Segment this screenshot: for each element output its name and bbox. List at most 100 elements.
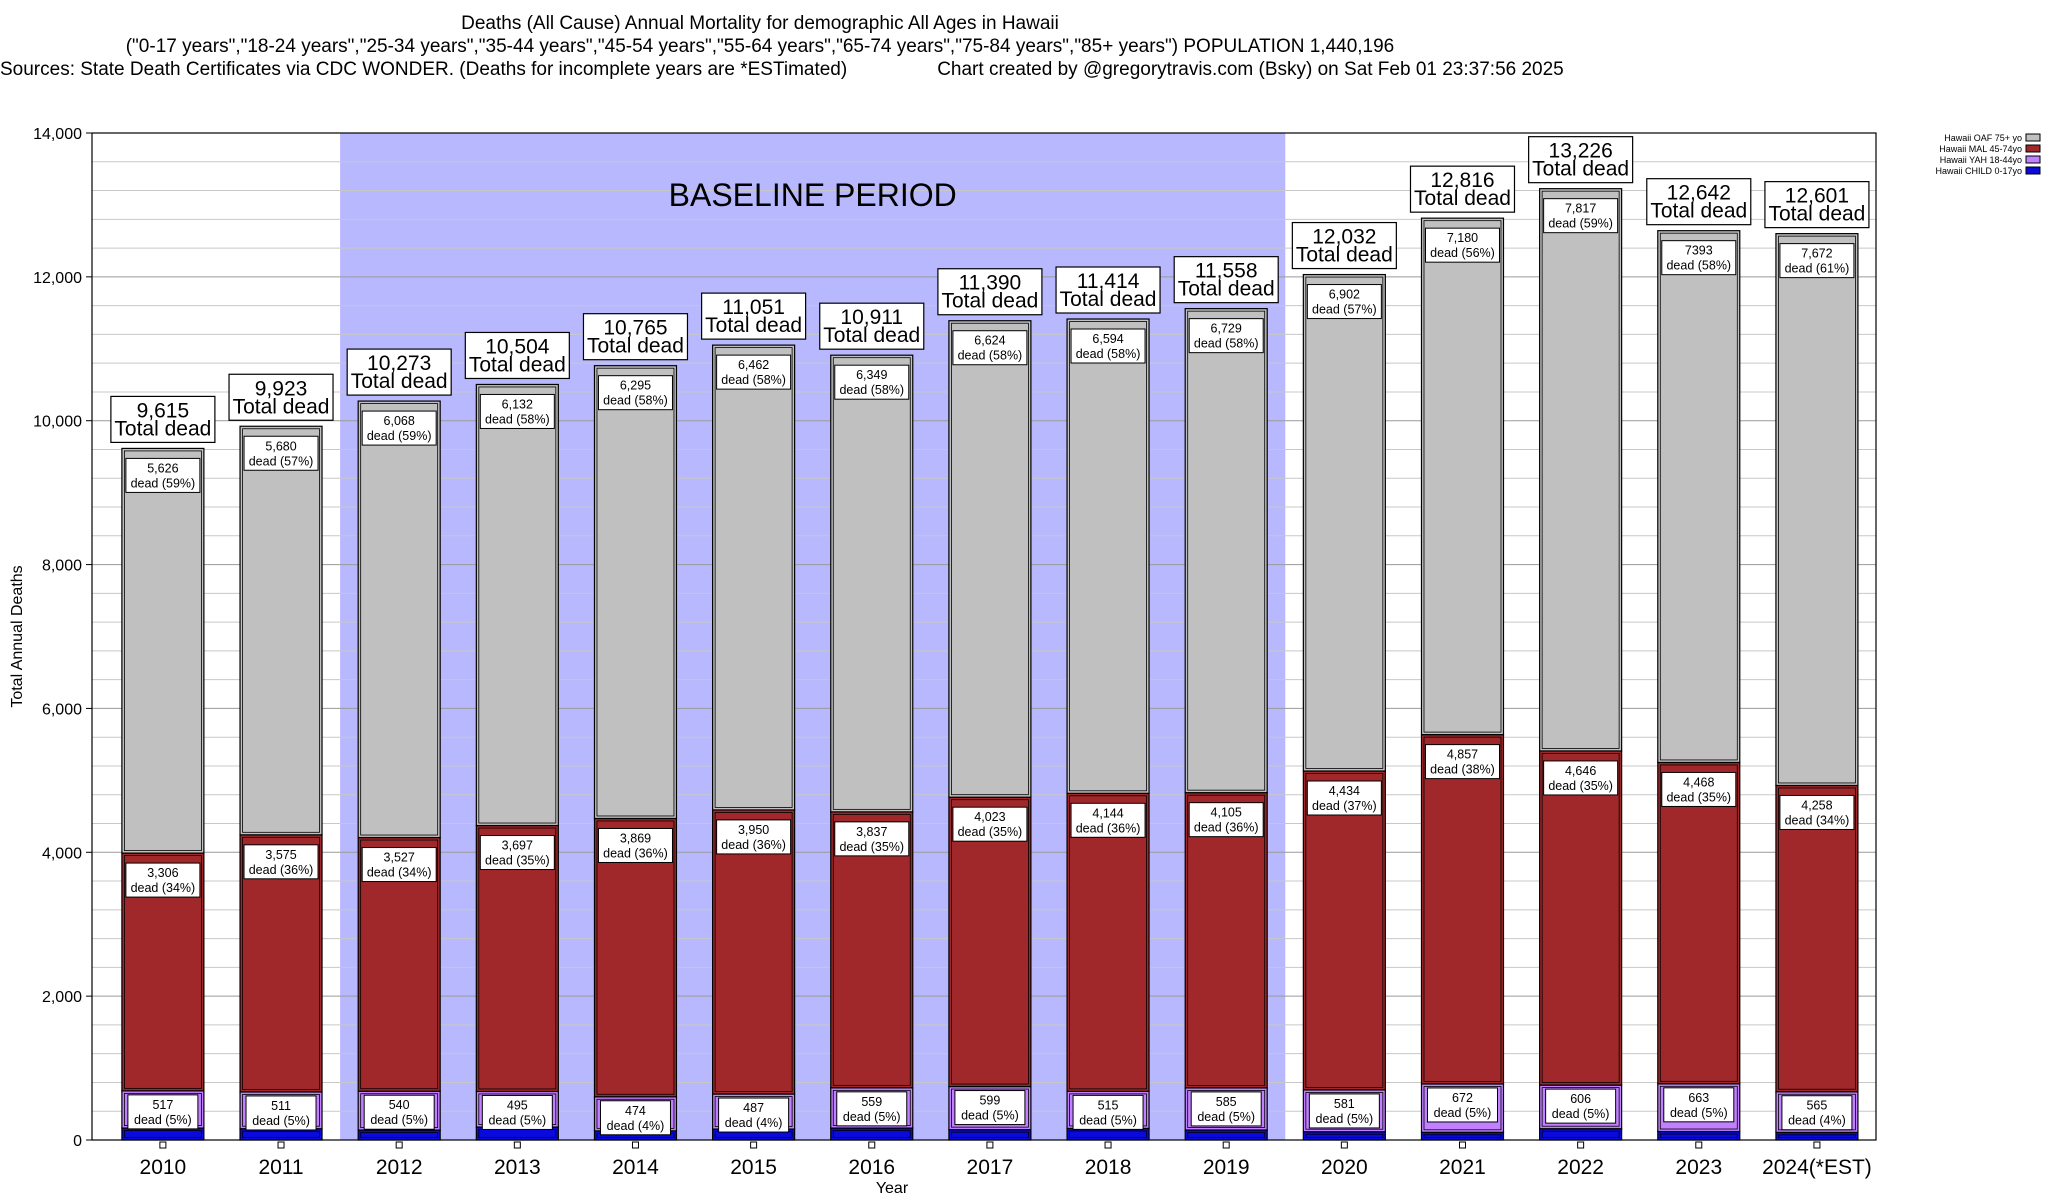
segment-label-box: [836, 1091, 908, 1127]
bar-segment-inner-border: [123, 855, 202, 1089]
segment-value-label: 6,594: [1092, 332, 1123, 346]
segment-value-label: 3,869: [620, 831, 651, 845]
bar-segment-mal: [948, 796, 1032, 1088]
segment-value-label: 511: [271, 1099, 291, 1113]
bar-segment-inner-border: [714, 812, 793, 1092]
segment-pct-label: dead (5%): [252, 1114, 310, 1128]
bar-segment-oaf: [239, 425, 323, 836]
bar-segment-child: [1066, 1127, 1150, 1141]
bar-segment-oaf: [948, 320, 1032, 798]
segment-value-label: 7393: [1685, 244, 1713, 258]
bar-segment-inner-border: [360, 839, 439, 1090]
segment-label-box: [1190, 1091, 1262, 1127]
x-tick-label: 2013: [494, 1156, 541, 1179]
segment-label-box: [1424, 744, 1500, 780]
segment-label-box: [1543, 760, 1619, 796]
bar-segment-inner-border: [832, 1130, 911, 1138]
segment-label-box: [479, 393, 555, 429]
segment-label-box: [127, 1094, 199, 1130]
segment-pct-label: dead (4%): [725, 1116, 783, 1130]
x-tick-marker: [1458, 1141, 1466, 1149]
bar-segment-inner-border: [1187, 1090, 1266, 1128]
legend-swatch: [2025, 133, 2041, 142]
segment-pct-label: dead (34%): [1785, 813, 1850, 827]
bar-segment-inner-border: [1659, 232, 1738, 761]
x-tick-label: 2016: [848, 1156, 895, 1179]
segment-label-box: [597, 375, 673, 411]
total-suffix-label: Total dead: [1650, 200, 1747, 223]
bar-segment-oaf: [357, 400, 441, 839]
segment-value-label: 4,258: [1801, 798, 1832, 812]
segment-label-box: [1188, 802, 1264, 838]
bar-segment-child: [1184, 1129, 1268, 1141]
x-tick-label: 2014: [612, 1156, 659, 1179]
y-axis-label: Total Annual Deaths: [9, 565, 26, 707]
segment-pct-label: dead (4%): [1788, 1114, 1846, 1128]
bar-segment-oaf: [1775, 233, 1859, 787]
segment-label-box: [952, 330, 1028, 366]
segment-value-label: 6,132: [502, 397, 533, 411]
x-tick-marker: [986, 1141, 994, 1149]
total-suffix-label: Total dead: [587, 335, 684, 358]
segment-label-box: [1663, 1087, 1735, 1123]
bar-segment-child: [357, 1129, 441, 1141]
segment-value-label: 581: [1334, 1097, 1355, 1111]
segment-label-box: [1072, 1094, 1144, 1130]
x-tick-label: 2010: [140, 1156, 187, 1179]
total-label-box: [1764, 181, 1870, 229]
segment-pct-label: dead (58%): [1194, 337, 1259, 351]
segment-pct-label: dead (34%): [367, 866, 432, 880]
segment-pct-label: dead (34%): [131, 881, 196, 895]
segment-pct-label: dead (36%): [603, 846, 668, 860]
total-label-box: [1528, 136, 1634, 184]
total-value-label: 10,273: [367, 352, 431, 375]
segment-pct-label: dead (36%): [721, 838, 786, 852]
total-value-label: 11,558: [1195, 260, 1258, 283]
bar-segment-child: [830, 1127, 914, 1141]
segment-pct-label: dead (58%): [485, 412, 550, 426]
bar-segment-oaf: [1302, 273, 1386, 772]
bar-segment-mal: [1066, 792, 1150, 1092]
x-tick-label: 2017: [967, 1156, 1014, 1179]
segment-pct-label: dead (5%): [843, 1110, 901, 1124]
x-tick-marker: [1695, 1141, 1703, 1149]
segment-label-box: [243, 844, 319, 880]
total-value-label: 12,032: [1312, 226, 1376, 249]
bar-segment-inner-border: [1069, 1130, 1147, 1138]
x-tick-marker: [631, 1141, 639, 1149]
segment-pct-label: dead (56%): [1430, 246, 1495, 260]
segment-value-label: 5,680: [265, 439, 296, 453]
bar-segment-mal: [1302, 770, 1386, 1091]
total-suffix-label: Total dead: [351, 370, 448, 393]
bar-segment-oaf: [1184, 308, 1268, 794]
segment-value-label: 5,626: [147, 461, 178, 475]
total-value-label: 12,601: [1785, 185, 1849, 208]
segment-pct-label: dead (36%): [1194, 821, 1259, 835]
total-label-box: [1409, 165, 1516, 213]
bar-segment-inner-border: [951, 322, 1029, 796]
segment-label-box: [363, 1094, 435, 1130]
total-label-box: [582, 313, 689, 361]
segment-value-label: 3,527: [384, 851, 415, 865]
segment-value-label: 606: [1570, 1092, 1591, 1106]
bar-segment-oaf: [712, 344, 796, 811]
bar-segment-oaf: [1420, 217, 1505, 736]
total-value-label: 11,051: [722, 296, 785, 319]
bar-segment-mal: [593, 817, 678, 1098]
total-suffix-label: Total dead: [114, 417, 211, 440]
segment-pct-label: dead (36%): [249, 863, 314, 877]
x-tick-marker: [513, 1141, 521, 1149]
segment-value-label: 663: [1688, 1091, 1709, 1105]
segment-value-label: 6,624: [974, 334, 1005, 348]
segment-value-label: 6,295: [620, 379, 651, 393]
segment-value-label: 517: [152, 1098, 173, 1112]
total-label-box: [110, 395, 216, 444]
bar-segment-mal: [1420, 734, 1505, 1085]
segment-label-box: [834, 821, 910, 857]
segment-value-label: 4,857: [1447, 748, 1478, 762]
bar-segment-inner-border: [1778, 1134, 1856, 1138]
total-value-label: 9,615: [137, 399, 190, 422]
y-tick-label: 10,000: [33, 414, 82, 431]
segment-value-label: 6,462: [738, 358, 769, 372]
chart-subtitle: ("0-17 years","18-24 years","25-34 years…: [125, 36, 1395, 57]
